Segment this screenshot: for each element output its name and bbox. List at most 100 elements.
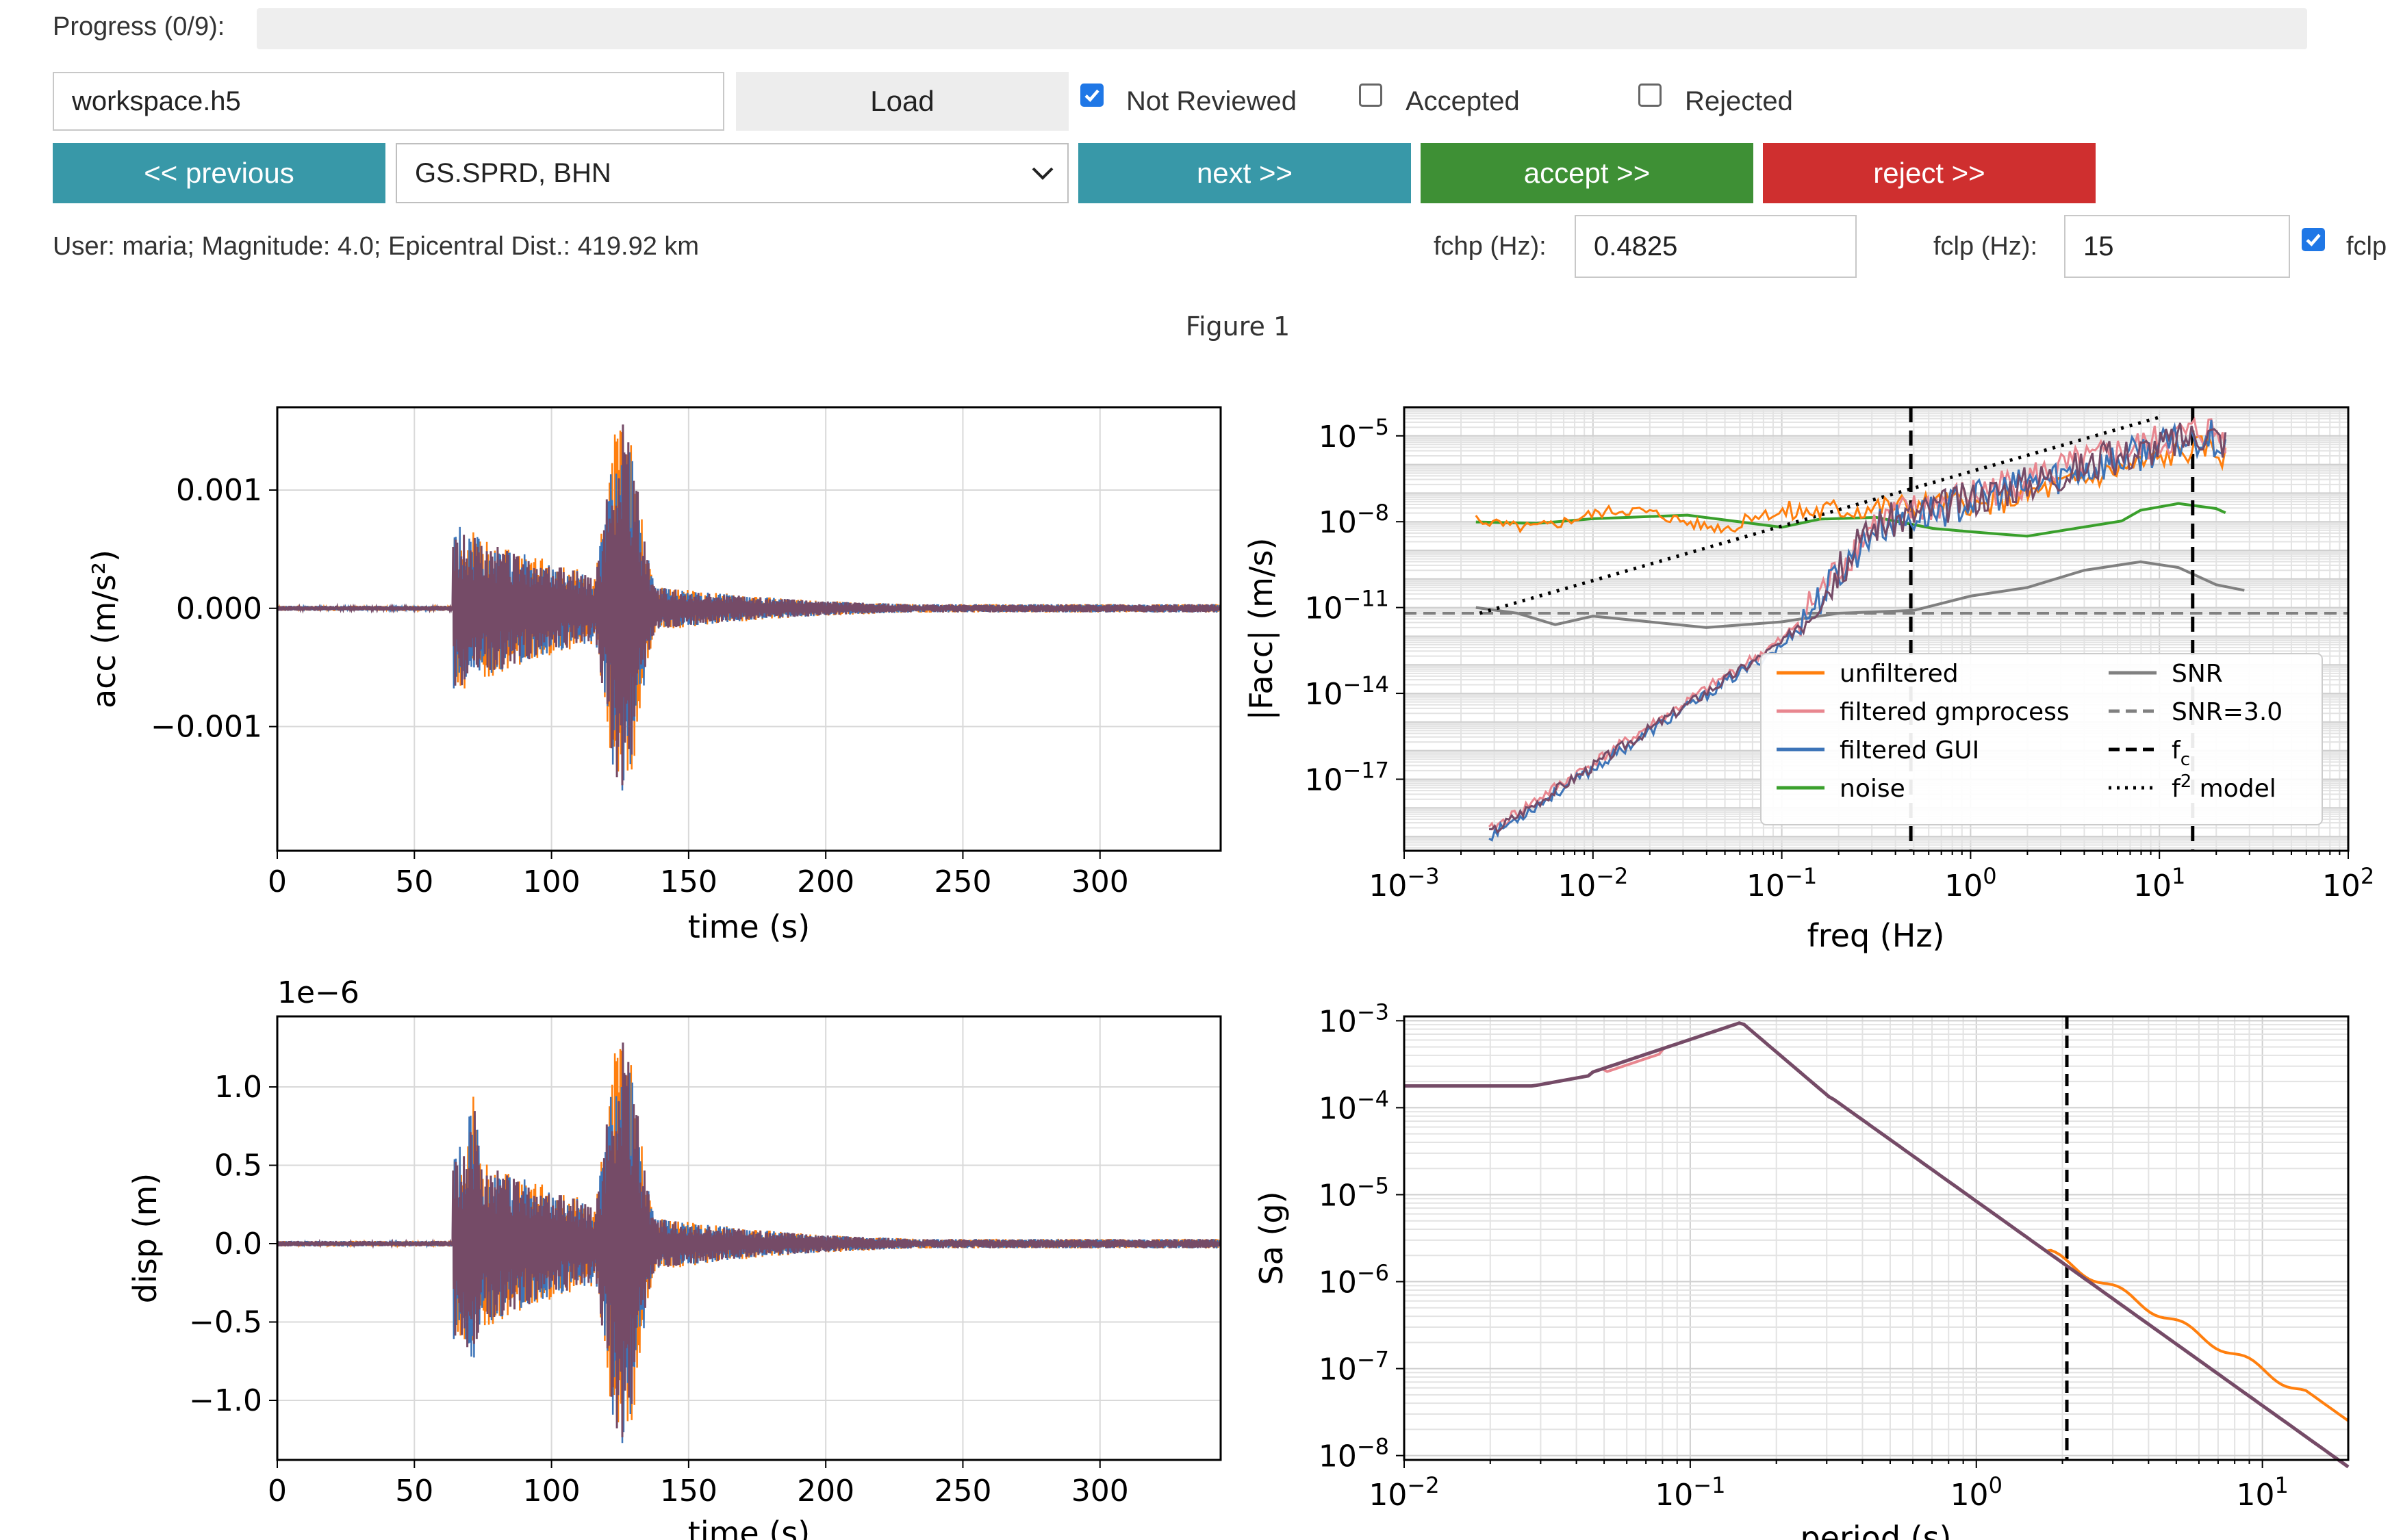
- fas-trace-filtered-gui: [1488, 420, 2227, 842]
- fas-legend-frame: [1760, 653, 2323, 825]
- fas-trace-snr: [1475, 560, 2245, 629]
- disp-ytick-label: −1.0: [189, 1383, 262, 1418]
- previous-button[interactable]: << previous: [53, 143, 385, 203]
- accepted-label: Accepted: [1406, 86, 1520, 116]
- accepted-checkbox[interactable]: [1359, 84, 1382, 107]
- fas-trace-filtered-gmprocess: [1488, 416, 2227, 834]
- fas-ytick-label: 10−5: [1319, 414, 1389, 454]
- fclp-input[interactable]: 15: [2064, 215, 2290, 278]
- fas-panel: 10−3 10−2 10−1 100 101 102 10−5 10−8 10−11 10−14 1…: [1243, 406, 2374, 954]
- next-button[interactable]: next >>: [1078, 143, 1411, 203]
- sa-xtick-label: 100: [1950, 1472, 2002, 1513]
- sa-xtick-label: 101: [2236, 1472, 2288, 1513]
- disp-xlabel: time (s): [688, 1515, 810, 1540]
- fas-xtick-label: 101: [2133, 863, 2185, 903]
- disp-trace-filtered-gmprocess: [276, 1042, 1222, 1437]
- disp-trace-filtered-gui: [276, 1073, 1222, 1443]
- fas-xtick-label: 10−2: [1558, 863, 1628, 903]
- fclp-checkbox[interactable]: [2302, 228, 2325, 251]
- disp-ytick-label: 0.5: [214, 1148, 262, 1183]
- legend-label: fc: [2172, 736, 2190, 770]
- fas-xtick-label: 10−3: [1369, 863, 1439, 903]
- legend-label: SNR=3.0: [2172, 698, 2283, 726]
- sa-ylabel: Sa (g): [1253, 1191, 1290, 1285]
- legend-label: noise: [1840, 775, 1905, 803]
- legend-label: SNR: [2172, 660, 2223, 688]
- fclp-checkbox-label: fclp: [2346, 232, 2387, 261]
- disp-ytick-label: −0.5: [189, 1305, 262, 1340]
- accept-button[interactable]: accept >>: [1421, 143, 1753, 203]
- sa-xtick-label: 10−2: [1369, 1472, 1439, 1513]
- fas-trace-unfiltered: [1475, 433, 2227, 535]
- reject-button[interactable]: reject >>: [1763, 143, 2096, 203]
- station-select[interactable]: GS.SPRD, BHN: [396, 143, 1069, 203]
- acc-ytick-label: 0.001: [176, 473, 262, 508]
- rejected-checkbox[interactable]: [1638, 84, 1662, 107]
- sa-xlabel: period (s): [1800, 1519, 1951, 1540]
- sa-trace-filtered-gui: [1404, 1022, 2349, 1468]
- disp-panel: 0 50 100 150 200 250 300 1.0 0.5 0.0 −0.5 −1.0 1e−6…: [127, 975, 1222, 1540]
- sa-ytick-label: 10−4: [1319, 1086, 1389, 1126]
- fas-ytick-label: 10−11: [1304, 586, 1389, 626]
- disp-offset-text: 1e−6: [277, 975, 359, 1010]
- load-button[interactable]: Load: [736, 72, 1069, 131]
- fas-xlabel: freq (Hz): [1807, 917, 1945, 954]
- checkmark-icon: [1084, 89, 1099, 103]
- fas-ylabel: |Facc| (m/s): [1243, 538, 1280, 721]
- disp-ytick-label: 1.0: [214, 1070, 262, 1105]
- acc-ytick-label: 0.000: [176, 591, 262, 626]
- fas-f2-model-line: [1479, 415, 2160, 615]
- sa-ytick-label: 10−7: [1319, 1347, 1389, 1387]
- progress-bar: [257, 8, 2307, 49]
- disp-xtick-label: 50: [395, 1474, 433, 1509]
- fas-ytick-label: 10−8: [1319, 500, 1389, 540]
- event-info-text: User: maria; Magnitude: 4.0; Epicentral …: [53, 232, 700, 261]
- disp-xtick-label: 150: [660, 1474, 717, 1509]
- disp-xtick-label: 250: [934, 1474, 991, 1509]
- acc-xlabel: time (s): [688, 908, 810, 945]
- acc-xtick-label: 250: [934, 864, 991, 899]
- sa-trace-overlap: [1404, 1021, 2350, 1469]
- acc-trace-filtered-gui: [276, 452, 1222, 791]
- disp-ylabel: disp (m): [127, 1173, 164, 1303]
- legend-label: f2 model: [2172, 771, 2276, 803]
- acc-xtick-label: 100: [523, 864, 581, 899]
- acc-ylabel: acc (m/s²): [86, 550, 123, 708]
- acc-xtick-label: 150: [660, 864, 717, 899]
- legend-label: filtered GUI: [1840, 736, 1979, 765]
- sa-xtick-label: 10−1: [1655, 1472, 1725, 1513]
- workspace-file-input[interactable]: workspace.h5: [53, 72, 724, 131]
- fas-xtick-label: 102: [2322, 863, 2374, 903]
- acc-xtick-label: 200: [797, 864, 854, 899]
- fas-legend: unfiltered filtered gmprocess filtered GUI…: [1760, 653, 2323, 825]
- acc-xtick-label: 300: [1071, 864, 1129, 899]
- fchp-input[interactable]: 0.4825: [1575, 215, 1857, 278]
- figure-title: Figure 1: [1186, 311, 1290, 342]
- fchp-label: fchp (Hz):: [1434, 232, 1547, 261]
- progress-label: Progress (0/9):: [53, 12, 225, 41]
- sa-ytick-label: 10−6: [1319, 1260, 1389, 1300]
- disp-ytick-label: 0.0: [214, 1227, 262, 1261]
- sa-ytick-label: 10−5: [1319, 1172, 1389, 1213]
- disp-xtick-label: 200: [797, 1474, 854, 1509]
- checkmark-icon: [2306, 233, 2321, 247]
- rejected-label: Rejected: [1685, 86, 1793, 116]
- sa-trace-filtered-gmprocess: [1404, 1021, 2350, 1468]
- not-reviewed-label: Not Reviewed: [1126, 86, 1297, 116]
- chevron-down-icon: [1032, 167, 1054, 180]
- fas-trace-noise: [1475, 502, 2226, 538]
- fas-trace-overlap: [1489, 422, 2227, 834]
- not-reviewed-checkbox[interactable]: [1080, 84, 1104, 107]
- acc-trace-filtered-gmprocess: [276, 424, 1222, 786]
- sa-ytick-label: 10−8: [1319, 1434, 1389, 1474]
- disp-xtick-label: 100: [523, 1474, 581, 1509]
- acc-xtick-label: 0: [268, 864, 287, 899]
- acc-panel: 0 50 100 150 200 250 300 0.001 0.000 −0.001 time …: [86, 406, 1222, 945]
- fclp-label: fclp (Hz):: [1933, 232, 2037, 261]
- sa-ytick-label: 10−3: [1319, 999, 1389, 1039]
- station-select-value: GS.SPRD, BHN: [415, 157, 611, 188]
- legend-label: unfiltered: [1840, 660, 1959, 688]
- fas-xtick-label: 10−1: [1746, 863, 1817, 903]
- acc-ytick-label: −0.001: [151, 710, 262, 745]
